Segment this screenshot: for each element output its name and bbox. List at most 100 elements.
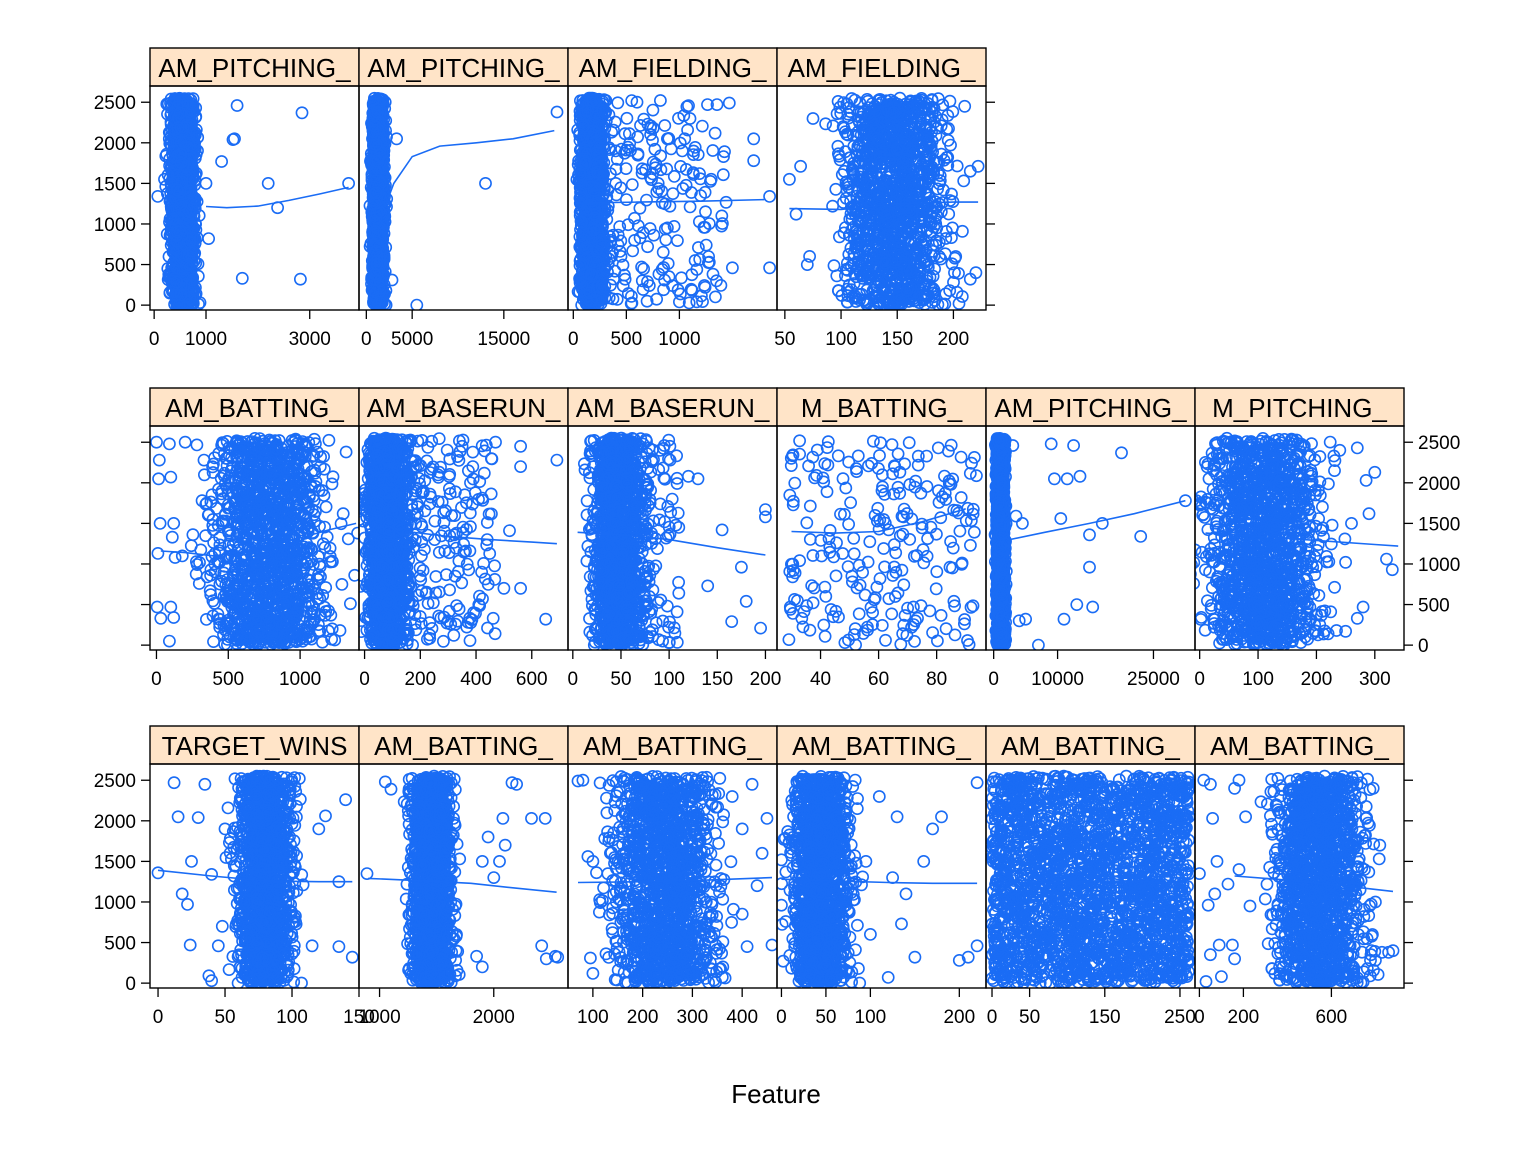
data-point bbox=[373, 284, 387, 298]
panel-strip-label: AM_FIELDING_ bbox=[788, 53, 976, 83]
data-point bbox=[168, 92, 182, 105]
data-point bbox=[643, 222, 657, 235]
data-point bbox=[646, 103, 660, 117]
data-point bbox=[637, 262, 650, 276]
points-group bbox=[570, 91, 776, 310]
data-point bbox=[683, 200, 697, 214]
data-point bbox=[662, 132, 676, 146]
data-point bbox=[656, 245, 670, 259]
data-point bbox=[588, 125, 602, 139]
data-point bbox=[702, 250, 715, 263]
data-point bbox=[650, 292, 663, 306]
data-point bbox=[698, 280, 712, 294]
data-point bbox=[658, 197, 672, 211]
data-point bbox=[174, 155, 188, 169]
data-point bbox=[573, 114, 587, 127]
data-point bbox=[620, 193, 633, 206]
data-point bbox=[673, 136, 687, 150]
data-point bbox=[667, 219, 681, 233]
data-point bbox=[573, 174, 587, 188]
data-point bbox=[550, 105, 564, 119]
panel-0: AM_PITCHING_ bbox=[149, 47, 360, 311]
data-point bbox=[171, 225, 184, 239]
data-point bbox=[583, 286, 597, 300]
data-point bbox=[184, 184, 198, 198]
data-point bbox=[628, 211, 641, 225]
data-point bbox=[370, 257, 384, 271]
data-point bbox=[168, 123, 182, 137]
data-point bbox=[702, 217, 716, 230]
data-point bbox=[368, 169, 381, 183]
data-point bbox=[641, 240, 654, 254]
panel-1: AM_PITCHING_ bbox=[358, 47, 569, 311]
data-point bbox=[171, 100, 184, 114]
data-point bbox=[602, 108, 616, 122]
data-point bbox=[644, 119, 658, 133]
data-point bbox=[577, 233, 591, 247]
data-point bbox=[611, 228, 625, 242]
data-point bbox=[581, 104, 595, 118]
data-point bbox=[171, 120, 185, 134]
data-point bbox=[590, 259, 604, 272]
data-point bbox=[604, 235, 617, 249]
data-point bbox=[688, 254, 702, 267]
data-point bbox=[619, 162, 633, 175]
data-point bbox=[376, 118, 390, 132]
panel-strip-label: AM_PITCHING_ bbox=[158, 53, 351, 83]
data-point bbox=[158, 172, 171, 186]
data-point bbox=[682, 99, 695, 113]
data-point bbox=[726, 261, 739, 275]
data-point bbox=[614, 249, 628, 263]
panel-strip-bg bbox=[567, 47, 778, 87]
data-point bbox=[660, 162, 674, 176]
data-point bbox=[747, 154, 761, 168]
data-point bbox=[635, 260, 648, 274]
panel-strip-label: AM_PITCHING_ bbox=[367, 53, 560, 83]
data-point bbox=[235, 271, 249, 285]
data-point bbox=[631, 148, 645, 162]
data-point bbox=[366, 125, 380, 139]
data-point bbox=[174, 288, 188, 302]
data-point bbox=[675, 144, 689, 158]
data-point bbox=[645, 173, 658, 186]
data-point bbox=[601, 199, 615, 213]
data-point bbox=[692, 241, 705, 254]
data-point bbox=[163, 194, 177, 208]
data-point bbox=[616, 258, 630, 272]
data-point bbox=[714, 278, 728, 292]
data-point bbox=[682, 296, 696, 310]
data-point bbox=[957, 174, 971, 188]
data-point bbox=[675, 271, 688, 285]
data-point bbox=[295, 106, 309, 120]
points-group bbox=[363, 91, 564, 310]
data-point bbox=[588, 158, 602, 172]
data-point bbox=[173, 106, 187, 120]
panel-strip-bg bbox=[776, 47, 987, 87]
data-point bbox=[590, 290, 603, 304]
data-point bbox=[293, 272, 307, 286]
data-point bbox=[829, 182, 843, 196]
data-point bbox=[704, 172, 718, 186]
data-point bbox=[573, 134, 587, 147]
data-point bbox=[573, 273, 587, 286]
data-point bbox=[372, 204, 386, 218]
data-point bbox=[602, 141, 616, 155]
data-point bbox=[581, 176, 594, 190]
data-point bbox=[699, 238, 713, 252]
data-point bbox=[587, 184, 601, 197]
data-point bbox=[584, 230, 598, 244]
data-point bbox=[671, 234, 684, 247]
data-point bbox=[619, 143, 633, 157]
data-point bbox=[696, 295, 709, 308]
data-point bbox=[611, 96, 625, 110]
data-point bbox=[170, 275, 184, 289]
data-point bbox=[699, 205, 712, 219]
data-point bbox=[625, 289, 638, 303]
data-point bbox=[719, 195, 733, 209]
panels-group: AM_PITCHING_ AM_PITCHING_ AM_FIELDING_ AM_F… bbox=[149, 47, 1405, 989]
data-point bbox=[587, 223, 601, 237]
data-point bbox=[710, 274, 723, 288]
data-point bbox=[654, 94, 667, 107]
data-point bbox=[763, 189, 776, 203]
data-point bbox=[679, 178, 693, 192]
